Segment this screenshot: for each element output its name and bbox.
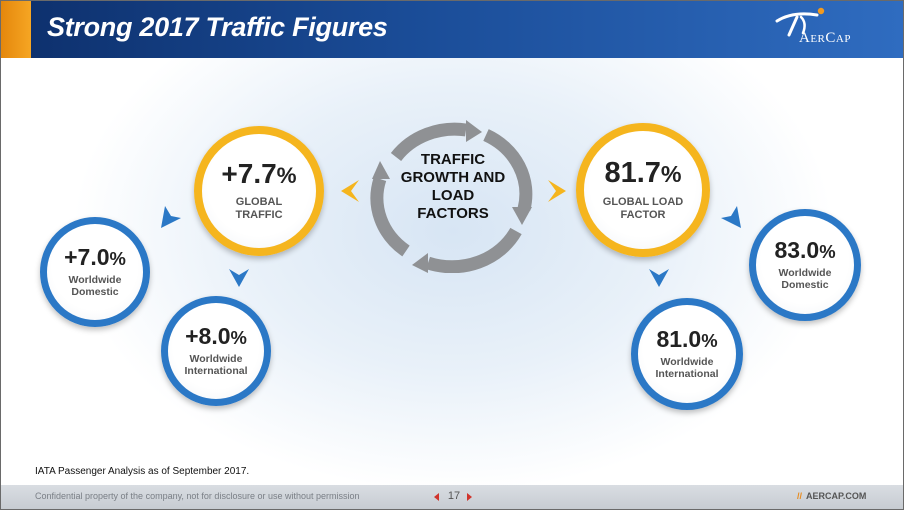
aercap-logo-icon <box>775 7 825 37</box>
aercap-logo: AerCap <box>771 7 891 53</box>
global-traffic-circle: +7.7% GLOBAL TRAFFIC <box>194 126 324 256</box>
cycle-arrows-icon <box>370 120 533 273</box>
traffic-international-circle: +8.0% Worldwide International <box>161 296 271 406</box>
traffic-domestic-value: +7.0% <box>64 243 126 270</box>
next-page-icon[interactable] <box>467 493 472 501</box>
header-accent-bar <box>1 1 31 58</box>
global-traffic-label: GLOBAL TRAFFIC <box>235 196 283 221</box>
right-arrow-icon <box>548 180 566 202</box>
arrow-to-domestic-icon <box>161 206 181 228</box>
lf-international-label: Worldwide International <box>655 355 719 380</box>
lf-international-circle: 81.0% Worldwide International <box>631 298 743 410</box>
slide-title: Strong 2017 Traffic Figures <box>47 12 388 42</box>
website-link[interactable]: //AERCAP.COM <box>797 491 866 501</box>
aercap-logo-text: AerCap <box>799 30 851 46</box>
confidential-notice: Confidential property of the company, no… <box>35 491 360 501</box>
global-traffic-value: +7.7% <box>221 158 297 190</box>
lf-domestic-value: 83.0% <box>774 236 836 263</box>
header-bar: Strong 2017 Traffic Figures AerCap <box>1 1 903 58</box>
global-load-factor-label: GLOBAL LOAD FACTOR <box>602 195 684 221</box>
center-label: TRAFFIC GROWTH AND LOAD FACTORS <box>400 151 506 222</box>
prev-page-icon[interactable] <box>434 493 439 501</box>
footer-bar: Confidential property of the company, no… <box>1 485 903 509</box>
arrow-to-international-icon <box>229 269 249 287</box>
arrow-to-lf-international-icon <box>649 269 669 287</box>
lf-domestic-circle: 83.0% Worldwide Domestic <box>749 209 861 321</box>
traffic-international-label: Worldwide International <box>184 352 248 377</box>
traffic-domestic-label: Worldwide Domestic <box>68 273 122 298</box>
arrow-to-lf-domestic-icon <box>721 206 741 228</box>
global-load-factor-value: 81.7% <box>604 156 682 189</box>
global-load-factor-circle: 81.7% GLOBAL LOAD FACTOR <box>576 123 710 257</box>
traffic-international-value: +8.0% <box>185 322 247 349</box>
lf-international-value: 81.0% <box>656 325 718 352</box>
traffic-domestic-circle: +7.0% Worldwide Domestic <box>40 217 150 327</box>
page-number: 17 <box>447 490 461 502</box>
website-slash: // <box>797 491 803 501</box>
source-footnote: IATA Passenger Analysis as of September … <box>35 466 250 477</box>
left-arrow-icon <box>341 180 359 202</box>
website-text: AERCAP.COM <box>806 491 867 501</box>
lf-domestic-label: Worldwide Domestic <box>778 266 832 291</box>
